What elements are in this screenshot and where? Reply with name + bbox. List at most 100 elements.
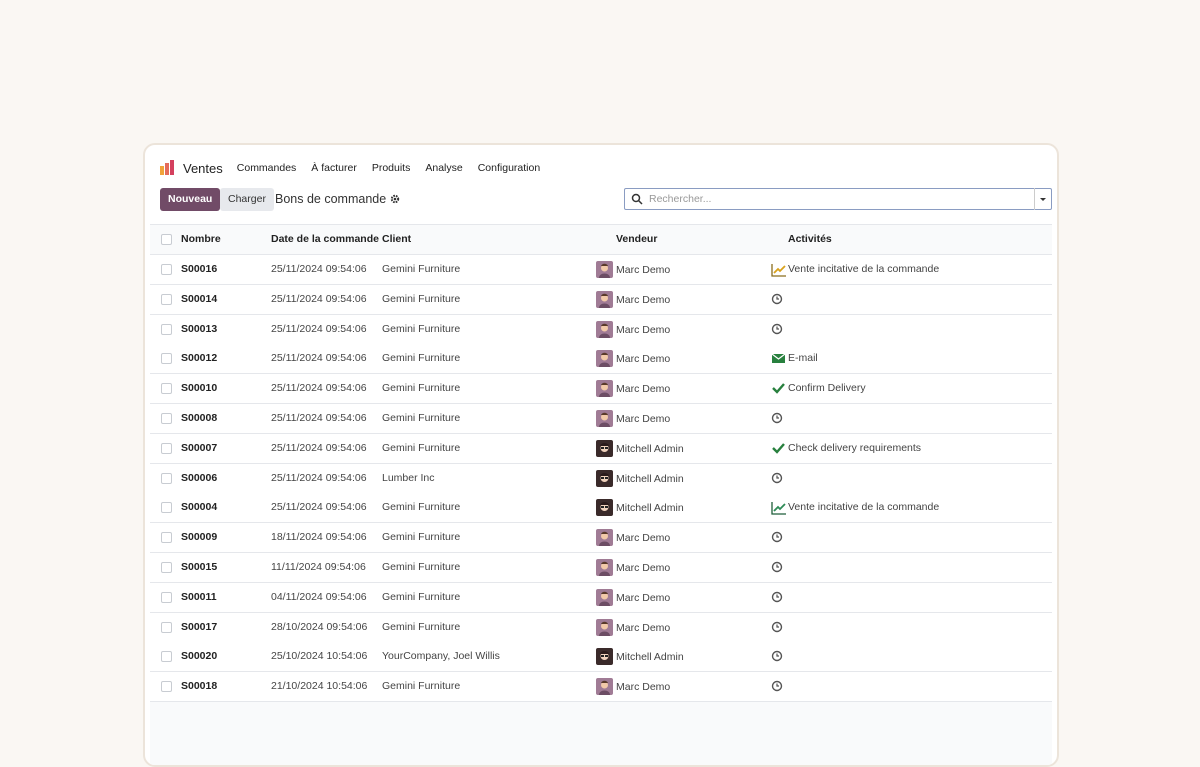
order-row[interactable]: S00015 11/11/2024 09:54:06 Gemini Furnitur… bbox=[150, 553, 1052, 583]
salesperson: Marc Demo bbox=[616, 323, 671, 336]
search-dropdown[interactable] bbox=[1034, 188, 1051, 210]
app-name[interactable]: Ventes bbox=[183, 160, 223, 176]
activity-icon[interactable] bbox=[771, 561, 785, 578]
table-header: Nombre Date de la commande Client Vendeur Ac… bbox=[150, 225, 1052, 255]
order-row[interactable]: S00008 25/11/2024 09:54:06 Gemini Furnitur… bbox=[150, 404, 1052, 434]
order-date: 25/11/2024 09:54:06 bbox=[271, 382, 367, 395]
row-checkbox[interactable] bbox=[161, 681, 172, 693]
page: {"nav": {"app": "Ventes", "items": ["Com… bbox=[143, 143, 1059, 767]
avatar bbox=[596, 678, 613, 698]
client: Gemini Furniture bbox=[382, 441, 461, 454]
row-checkbox[interactable] bbox=[161, 383, 172, 395]
breadcrumb: Bons de commande bbox=[275, 192, 400, 206]
order-number: S00006 bbox=[181, 471, 218, 484]
order-row[interactable]: S00011 04/11/2024 09:54:06 Gemini Furnitur… bbox=[150, 582, 1052, 613]
activity-icon[interactable] bbox=[771, 352, 787, 369]
column-header[interactable]: Activités bbox=[788, 233, 832, 245]
activity-icon[interactable] bbox=[771, 501, 787, 518]
order-row[interactable]: S00007 25/11/2024 09:54:06 Gemini Furnitur… bbox=[150, 433, 1052, 464]
row-checkbox[interactable] bbox=[161, 562, 172, 573]
column-header[interactable]: Client bbox=[382, 233, 412, 245]
order-row[interactable]: S00013 25/11/2024 09:54:06 Gemini Furnitur… bbox=[150, 314, 1052, 345]
salesperson: Marc Demo bbox=[616, 353, 671, 366]
salesperson: Marc Demo bbox=[616, 621, 671, 634]
activity-icon[interactable] bbox=[771, 412, 785, 429]
activity-icon[interactable] bbox=[771, 621, 785, 638]
order-date: 25/11/2024 09:54:06 bbox=[271, 412, 367, 424]
order-number: S00010 bbox=[181, 382, 218, 395]
search-icon bbox=[631, 193, 643, 205]
order-date: 11/11/2024 09:54:06 bbox=[271, 561, 366, 573]
salesperson: Mitchell Admin bbox=[616, 502, 684, 515]
row-checkbox[interactable] bbox=[161, 442, 172, 454]
nav-item[interactable]: Configuration bbox=[477, 162, 541, 174]
activity-icon[interactable] bbox=[771, 650, 785, 667]
column-header[interactable]: Vendeur bbox=[616, 233, 658, 245]
nav-item[interactable]: Commandes bbox=[236, 162, 297, 174]
activity: Confirm Delivery bbox=[788, 382, 866, 395]
activity-icon[interactable] bbox=[771, 382, 787, 399]
order-date: 25/11/2024 09:54:06 bbox=[271, 263, 367, 275]
new-button[interactable]: Nouveau bbox=[160, 188, 221, 211]
column-header[interactable]: Nombre bbox=[181, 233, 221, 245]
client: Lumber Inc bbox=[382, 471, 435, 484]
row-checkbox[interactable] bbox=[161, 264, 172, 275]
client: Gemini Furniture bbox=[382, 292, 461, 305]
order-date: 25/11/2024 09:54:06 bbox=[271, 292, 367, 305]
row-checkbox[interactable] bbox=[161, 621, 172, 633]
salesperson: Marc Demo bbox=[616, 293, 671, 306]
load-button[interactable]: Charger bbox=[220, 188, 274, 211]
column-header[interactable]: Date de la commande bbox=[271, 233, 379, 245]
order-row[interactable]: S00009 18/11/2024 09:54:06 Gemini Furnitur… bbox=[150, 523, 1052, 554]
avatar bbox=[596, 380, 613, 400]
orders-table: Nombre Date de la commande Client Vendeur Ac… bbox=[150, 224, 1052, 765]
row-checkbox[interactable] bbox=[161, 293, 172, 305]
client: Gemini Furniture bbox=[382, 322, 461, 335]
avatar bbox=[596, 350, 613, 370]
order-row[interactable]: S00014 25/11/2024 09:54:06 Gemini Furnitur… bbox=[150, 284, 1052, 315]
avatar bbox=[596, 320, 613, 341]
nav-item[interactable]: Analyse bbox=[425, 162, 463, 174]
row-checkbox[interactable] bbox=[161, 591, 172, 603]
salesperson: Marc Demo bbox=[616, 264, 671, 276]
activity-icon[interactable] bbox=[771, 293, 785, 310]
order-row[interactable]: S00006 25/11/2024 09:54:06 Lumber Inc Mitch… bbox=[150, 463, 1052, 494]
row-checkbox[interactable] bbox=[161, 651, 172, 663]
order-date: 25/11/2024 09:54:06 bbox=[271, 322, 367, 335]
row-checkbox[interactable] bbox=[161, 323, 172, 335]
activity-icon[interactable] bbox=[771, 442, 787, 459]
activity-icon[interactable] bbox=[771, 472, 785, 489]
select-all-checkbox[interactable] bbox=[161, 234, 172, 245]
row-checkbox[interactable] bbox=[161, 532, 172, 544]
row-checkbox[interactable] bbox=[161, 353, 172, 365]
activity-icon[interactable] bbox=[771, 680, 785, 697]
search-box[interactable]: Rechercher... bbox=[624, 188, 1052, 210]
activity-icon[interactable] bbox=[771, 591, 785, 608]
order-number: S00018 bbox=[181, 680, 218, 693]
activity-icon[interactable] bbox=[771, 323, 785, 340]
nav-item[interactable]: Produits bbox=[371, 162, 411, 174]
order-number: S00011 bbox=[181, 590, 217, 603]
order-number: S00012 bbox=[181, 352, 218, 365]
activity-icon[interactable] bbox=[771, 531, 785, 548]
order-row[interactable]: S00017 28/10/2024 09:54:06 Gemini Furnitur… bbox=[150, 612, 1052, 643]
salesperson: Mitchell Admin bbox=[616, 442, 684, 455]
row-checkbox[interactable] bbox=[161, 502, 172, 514]
activity-icon[interactable] bbox=[771, 263, 787, 280]
order-row[interactable]: S00010 25/11/2024 09:54:06 Gemini Furnitur… bbox=[150, 374, 1052, 405]
settings-icon[interactable] bbox=[390, 194, 400, 204]
avatar bbox=[596, 648, 613, 668]
order-row[interactable]: S00004 25/11/2024 09:54:06 Gemini Furnitur… bbox=[150, 493, 1052, 524]
client: Gemini Furniture bbox=[382, 352, 461, 365]
order-row[interactable]: S00016 25/11/2024 09:54:06 Gemini Furnitur… bbox=[150, 255, 1052, 285]
order-row[interactable]: S00018 21/10/2024 10:54:06 Gemini Furnitur… bbox=[150, 672, 1052, 703]
nav-item[interactable]: À facturer bbox=[311, 162, 357, 174]
order-number: S00007 bbox=[181, 441, 218, 454]
row-checkbox[interactable] bbox=[161, 472, 172, 484]
order-row[interactable]: S00020 25/10/2024 10:54:06 YourCompany, Jo… bbox=[150, 642, 1052, 673]
avatar bbox=[596, 290, 613, 311]
row-checkbox[interactable] bbox=[161, 413, 172, 424]
order-number: S00017 bbox=[181, 620, 218, 633]
order-row[interactable]: S00012 25/11/2024 09:54:06 Gemini Furnitur… bbox=[150, 344, 1052, 375]
avatar bbox=[596, 469, 613, 490]
